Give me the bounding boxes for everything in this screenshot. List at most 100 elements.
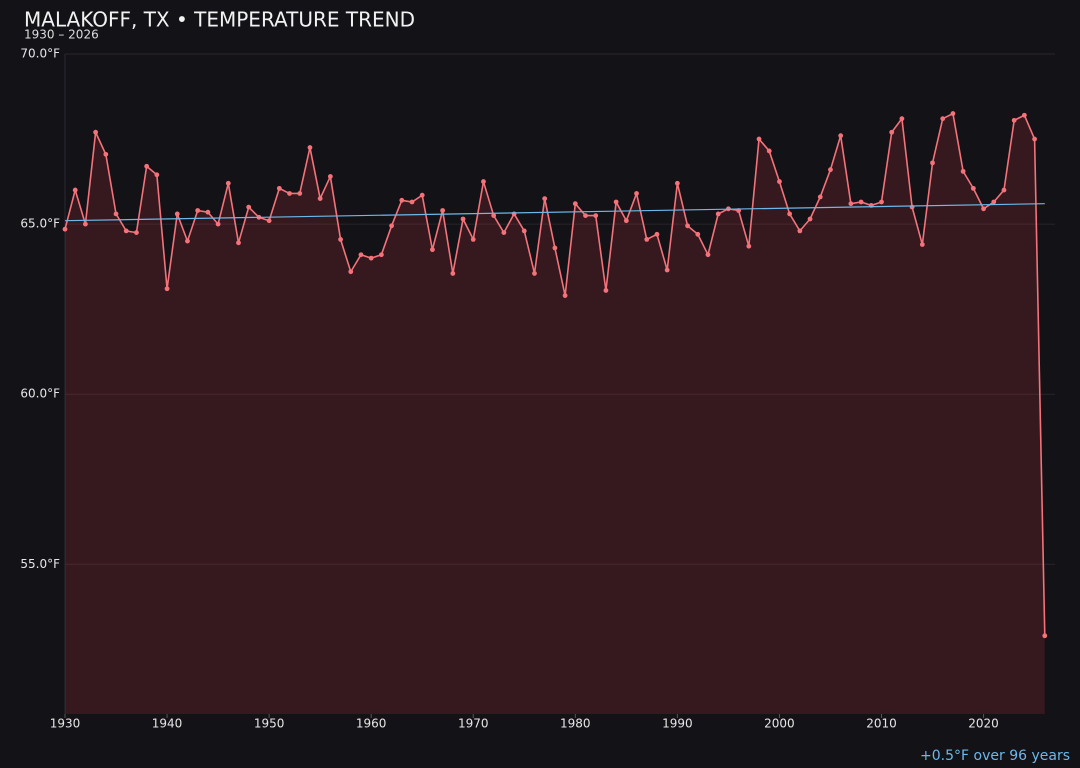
point bbox=[1001, 187, 1007, 193]
x-tick-label: 1990 bbox=[662, 717, 693, 731]
trend-line bbox=[64, 203, 1045, 222]
point bbox=[532, 271, 537, 276]
point bbox=[960, 168, 966, 174]
point bbox=[879, 199, 884, 205]
point bbox=[307, 145, 313, 150]
point bbox=[1042, 633, 1048, 639]
point bbox=[603, 288, 609, 293]
point bbox=[664, 267, 670, 273]
point bbox=[501, 230, 507, 236]
point bbox=[777, 179, 782, 184]
point bbox=[368, 255, 374, 261]
point bbox=[848, 201, 854, 207]
point bbox=[440, 208, 446, 213]
point bbox=[327, 174, 333, 179]
point bbox=[817, 194, 823, 200]
area bbox=[65, 113, 1045, 715]
point bbox=[460, 216, 466, 222]
point bbox=[1032, 136, 1037, 142]
point bbox=[562, 293, 568, 298]
point bbox=[103, 151, 109, 157]
chart-subtitle: 1930 – 2026 bbox=[24, 28, 99, 42]
point bbox=[430, 247, 435, 253]
x-tick-label: 1960 bbox=[356, 717, 387, 731]
point bbox=[113, 211, 119, 217]
x-tick-label: 1980 bbox=[560, 717, 591, 731]
x-tick-label: 2000 bbox=[764, 717, 795, 731]
point bbox=[215, 221, 221, 227]
point bbox=[123, 228, 129, 234]
y-tick-label: 70.0°F bbox=[20, 47, 60, 61]
x-tick-label: 2020 bbox=[968, 717, 999, 731]
point bbox=[491, 213, 497, 218]
point bbox=[644, 237, 650, 242]
point bbox=[134, 230, 139, 236]
point bbox=[828, 167, 833, 173]
point bbox=[766, 148, 772, 154]
point bbox=[185, 238, 190, 244]
point bbox=[72, 187, 78, 193]
point bbox=[542, 196, 548, 201]
point bbox=[593, 213, 599, 218]
trend-annotation: +0.5°F over 96 years bbox=[920, 748, 1070, 764]
point bbox=[797, 228, 803, 234]
point bbox=[389, 223, 394, 229]
point bbox=[164, 286, 170, 292]
point bbox=[981, 206, 986, 212]
point bbox=[950, 111, 956, 116]
point bbox=[419, 192, 425, 198]
point bbox=[746, 243, 752, 249]
y-tick-label: 60.0°F bbox=[20, 387, 60, 401]
point bbox=[83, 221, 88, 227]
point bbox=[623, 218, 629, 224]
point bbox=[297, 191, 303, 196]
point bbox=[787, 211, 793, 217]
point bbox=[236, 240, 241, 246]
chart-title: MALAKOFF, TX • TEMPERATURE TREND bbox=[24, 8, 415, 32]
point bbox=[511, 211, 517, 217]
point bbox=[409, 199, 415, 205]
point bbox=[1021, 112, 1027, 118]
point bbox=[613, 199, 619, 205]
point bbox=[756, 136, 762, 142]
y-tick-label: 65.0°F bbox=[20, 217, 60, 231]
point bbox=[276, 185, 282, 191]
point bbox=[705, 252, 711, 258]
point bbox=[940, 116, 946, 122]
point bbox=[195, 208, 201, 213]
point bbox=[858, 199, 864, 205]
point bbox=[246, 204, 252, 210]
point bbox=[287, 191, 292, 196]
point bbox=[205, 209, 211, 215]
point bbox=[970, 185, 976, 191]
point bbox=[552, 245, 558, 251]
point bbox=[572, 201, 578, 207]
x-tick-label: 1930 bbox=[50, 717, 81, 731]
point bbox=[338, 237, 343, 242]
point bbox=[174, 211, 180, 217]
point bbox=[521, 228, 527, 234]
point bbox=[144, 163, 150, 169]
point bbox=[919, 242, 925, 247]
point bbox=[899, 116, 905, 122]
point bbox=[654, 231, 660, 237]
point bbox=[695, 231, 701, 237]
y-tick-label: 55.0°F bbox=[20, 557, 60, 571]
point bbox=[348, 269, 354, 275]
point bbox=[674, 180, 680, 186]
point bbox=[378, 252, 384, 258]
point bbox=[154, 172, 160, 178]
x-tick-label: 1970 bbox=[458, 717, 489, 731]
x-tick-label: 1940 bbox=[152, 717, 183, 731]
point bbox=[991, 199, 997, 205]
x-tick-label: 1950 bbox=[254, 717, 285, 731]
point bbox=[93, 129, 99, 135]
point bbox=[715, 211, 721, 217]
point bbox=[358, 252, 364, 258]
point bbox=[807, 216, 813, 222]
point bbox=[266, 218, 272, 224]
point bbox=[1011, 117, 1017, 123]
point bbox=[889, 129, 895, 135]
